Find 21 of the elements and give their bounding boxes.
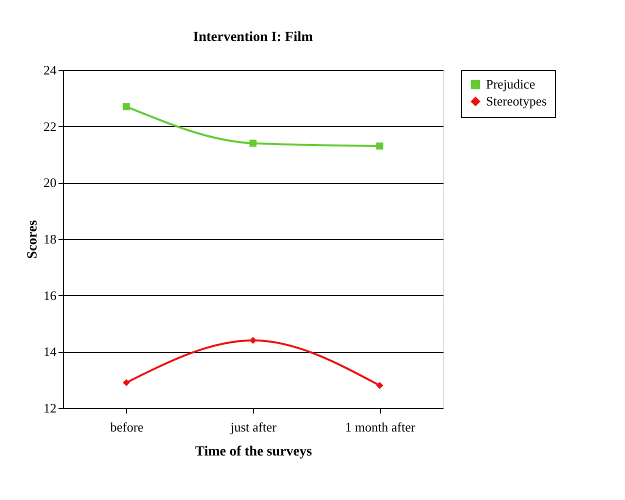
legend-label: Prejudice	[486, 76, 536, 92]
x-tick-label: 1 month after	[345, 420, 416, 434]
y-tick-label: 18	[44, 232, 56, 246]
x-axis-title: Time of the surveys	[195, 444, 312, 460]
y-tick-label: 22	[44, 118, 56, 134]
point	[249, 140, 257, 147]
chart-title: Intervention I: Film	[193, 30, 314, 45]
y-tick-label: 16	[44, 288, 57, 303]
point	[122, 379, 130, 386]
x-tick-label: just after	[230, 420, 278, 434]
y-tick-label: 20	[44, 175, 56, 190]
point	[376, 382, 384, 390]
point	[249, 336, 257, 344]
y-tick-label: 24	[44, 62, 57, 78]
y-axis-title: Scores	[26, 220, 40, 259]
y-tick-label: 14	[44, 344, 57, 360]
point	[376, 142, 384, 150]
x-tick-label: before	[110, 420, 144, 434]
y-tick-label: 12	[44, 400, 56, 416]
legend-label: Stereotypes	[486, 94, 547, 108]
point	[122, 103, 130, 110]
